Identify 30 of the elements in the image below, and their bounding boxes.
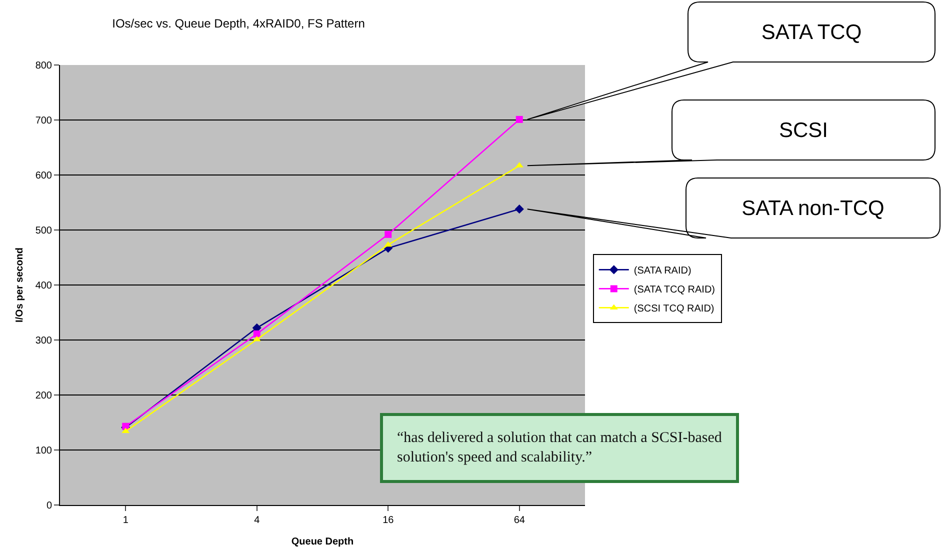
y-axis-title: I/Os per second xyxy=(14,247,26,323)
point xyxy=(384,241,392,247)
text: SCSI xyxy=(778,119,828,142)
x-axis-title: Queue Depth xyxy=(291,536,354,548)
text: SATA TCQ xyxy=(761,21,862,44)
legend-label: (SATA RAID) xyxy=(634,266,692,277)
x-tick-label: 1 xyxy=(122,515,129,526)
point xyxy=(122,428,130,434)
legend-label: (SATA TCQ RAID) xyxy=(634,284,715,296)
legend-label: (SCSI TCQ RAID) xyxy=(634,304,714,315)
y-tick-label: 800 xyxy=(35,60,52,72)
point xyxy=(384,230,392,238)
text: SATA non-TCQ xyxy=(742,197,884,220)
y-tick-label: 300 xyxy=(35,336,52,346)
x-tick-label: 16 xyxy=(382,515,394,526)
point xyxy=(516,116,523,123)
point xyxy=(514,204,524,214)
point xyxy=(252,336,261,342)
y-tick-label: 700 xyxy=(35,116,52,126)
y-tick-label: 400 xyxy=(35,280,52,292)
y-tick-label: 0 xyxy=(46,500,52,512)
y-tick-label: 100 xyxy=(35,446,52,456)
chart-title: IOs/sec vs. Queue Depth, 4xRAID0, FS Pattern xyxy=(112,16,365,31)
y-tick-label: 200 xyxy=(35,390,52,402)
x-tick-label: 4 xyxy=(254,515,260,526)
annotation: “has delivered a solution that can match a SCSI-based solution's speed and scalability.” xyxy=(397,430,722,466)
y-tick-label: 500 xyxy=(35,226,52,236)
point xyxy=(253,330,260,338)
y-tick-label: 600 xyxy=(35,170,52,182)
x-tick-label: 64 xyxy=(514,515,526,526)
